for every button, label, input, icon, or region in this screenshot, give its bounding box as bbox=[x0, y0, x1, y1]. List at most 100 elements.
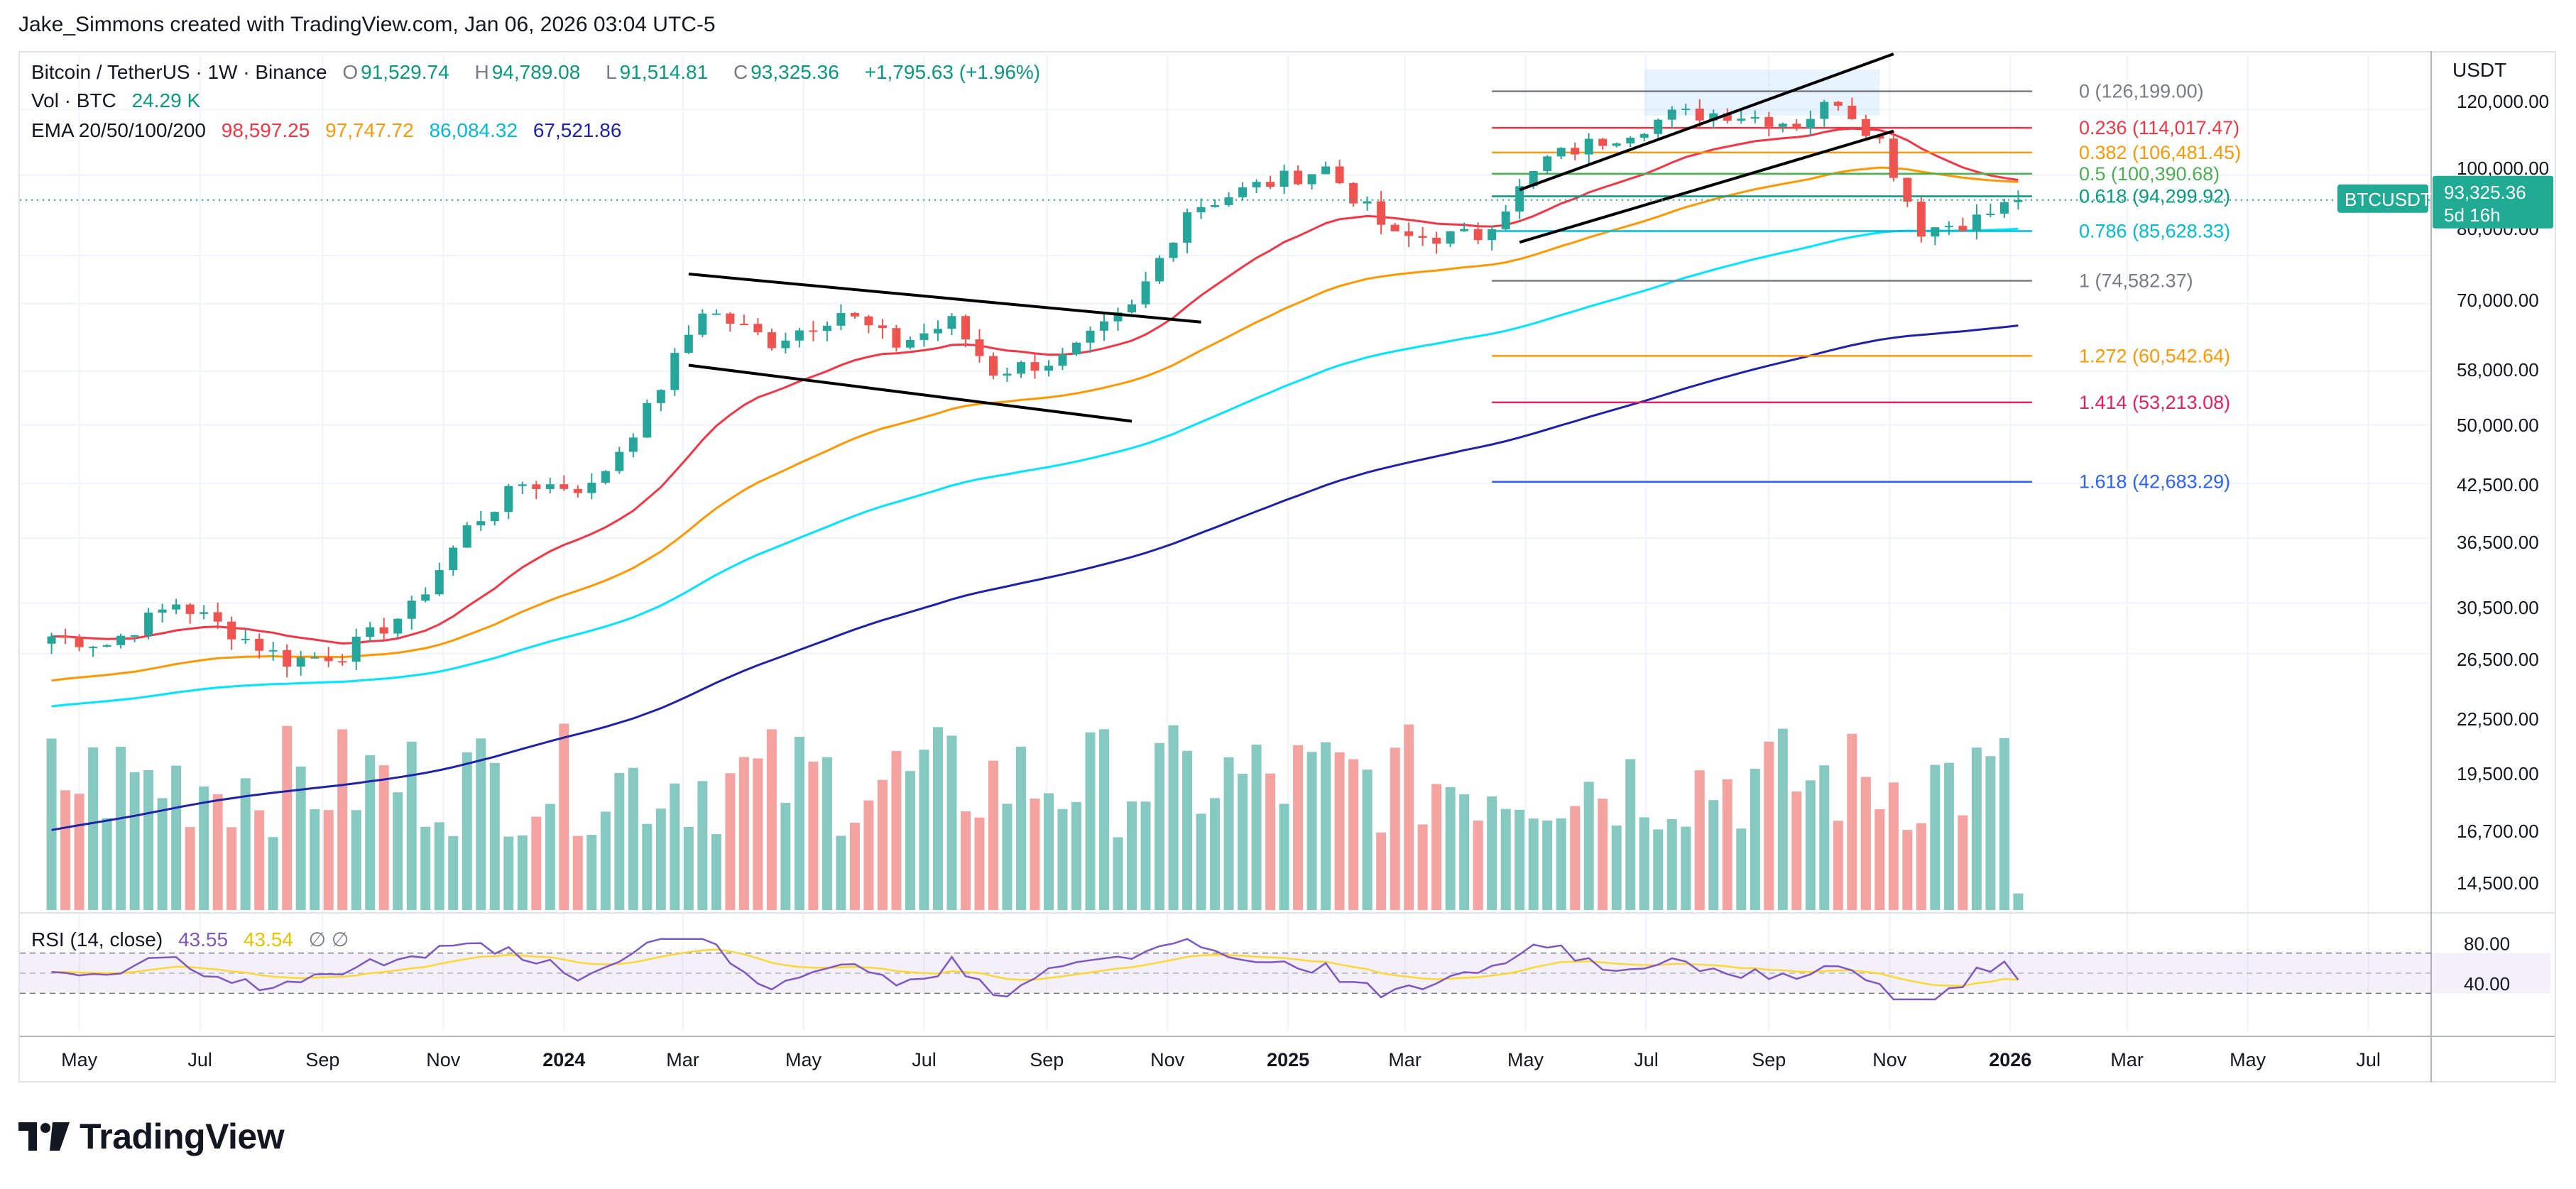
candle-body bbox=[1556, 148, 1566, 157]
candle-body bbox=[1266, 182, 1275, 187]
volume-bar bbox=[1570, 806, 1581, 910]
fib-label-1.272: 1.272 (60,542.64) bbox=[2079, 345, 2230, 366]
volume-bar bbox=[1764, 741, 1774, 910]
candle-body bbox=[905, 339, 915, 348]
volume-bar bbox=[891, 750, 902, 910]
candle-body bbox=[1584, 138, 1593, 155]
candle-body bbox=[1003, 373, 1012, 376]
fib-label-1: 1 (74,582.37) bbox=[2079, 270, 2193, 292]
candle-body bbox=[1488, 229, 1497, 241]
fib-label-0.236: 0.236 (114,017.47) bbox=[2079, 117, 2239, 138]
volume-bar bbox=[1791, 791, 1802, 910]
symbol-name[interactable]: Bitcoin / TetherUS · 1W · Binance bbox=[31, 61, 327, 83]
volume-bar bbox=[143, 770, 154, 910]
volume-bar bbox=[1431, 784, 1442, 910]
candle-body bbox=[324, 657, 333, 662]
price-axis-label: 16,700.00 bbox=[2457, 821, 2539, 842]
volume-bar bbox=[1487, 796, 1497, 910]
volume-bar bbox=[586, 835, 597, 910]
time-axis-label: 2025 bbox=[1267, 1049, 1309, 1070]
price-axis-label: 19,500.00 bbox=[2457, 763, 2539, 784]
ema-label[interactable]: EMA 20/50/100/200 bbox=[31, 119, 206, 141]
volume-bar bbox=[1196, 813, 1206, 910]
candle-body bbox=[1404, 231, 1414, 236]
candle-body bbox=[1598, 138, 1608, 146]
volume-bar bbox=[116, 746, 126, 910]
candle-body bbox=[61, 636, 70, 638]
volume-bar bbox=[88, 747, 99, 910]
volume-bar bbox=[1238, 774, 1248, 910]
candle-body bbox=[116, 635, 126, 645]
price-axis-label: 26,500.00 bbox=[2457, 649, 2539, 670]
time-axis-label: Nov bbox=[426, 1049, 461, 1070]
volume-bar bbox=[877, 779, 888, 910]
volume-bar bbox=[932, 727, 943, 910]
fib-label-0.382: 0.382 (106,481.45) bbox=[2079, 142, 2241, 163]
candle-body bbox=[1460, 229, 1469, 231]
volume-bar bbox=[1140, 801, 1151, 910]
candle-body bbox=[1086, 330, 1095, 343]
volume-bar bbox=[559, 723, 569, 910]
volume-bar bbox=[337, 729, 348, 910]
candle-body bbox=[172, 604, 181, 610]
trendline-channel-upper bbox=[1519, 53, 1894, 192]
candle-body bbox=[933, 329, 942, 334]
time-axis-label: May bbox=[2230, 1049, 2266, 1070]
volume-bar bbox=[919, 749, 929, 910]
candle-body bbox=[1972, 214, 1981, 231]
symbol-tag bbox=[2337, 184, 2428, 213]
volume-bar bbox=[129, 772, 140, 910]
candle-body bbox=[1889, 138, 1898, 178]
volume-bar bbox=[1362, 769, 1372, 910]
volume-bar bbox=[1943, 762, 1954, 910]
ema-legend: EMA 20/50/100/200 98,597.25 97,747.72 86… bbox=[31, 119, 631, 142]
volume-bar bbox=[808, 761, 819, 910]
time-axis-label: Nov bbox=[1872, 1049, 1907, 1070]
volume-bar bbox=[614, 772, 625, 910]
candle-body bbox=[1100, 321, 1109, 331]
rsi-label[interactable]: RSI (14, close) bbox=[31, 928, 163, 950]
candle-body bbox=[1695, 109, 1704, 121]
fib-label-0.5: 0.5 (100,390.68) bbox=[2079, 163, 2220, 185]
volume-bar bbox=[74, 794, 84, 910]
volume-bar bbox=[1321, 742, 1331, 910]
price-axis-label: 58,000.00 bbox=[2457, 359, 2539, 380]
volume-bar bbox=[1279, 804, 1289, 910]
rsi-extra-values: ∅ ∅ bbox=[308, 928, 349, 950]
candle-body bbox=[185, 604, 195, 614]
volume-bar bbox=[1376, 832, 1387, 910]
price-axis-label: 70,000.00 bbox=[2457, 290, 2539, 311]
volume-bar bbox=[642, 823, 653, 910]
candle-body bbox=[1723, 113, 1732, 121]
candle-body bbox=[462, 525, 471, 548]
candle-body bbox=[407, 601, 416, 619]
candle-body bbox=[1211, 204, 1220, 207]
candle-body bbox=[1294, 170, 1303, 185]
candle-body bbox=[1709, 113, 1718, 121]
volume-bar bbox=[1750, 768, 1760, 910]
volume-bar bbox=[1155, 743, 1165, 910]
volume-bar bbox=[1694, 770, 1705, 910]
tradingview-logo[interactable]: TradingView bbox=[18, 1116, 285, 1157]
candle-body bbox=[947, 316, 956, 329]
time-axis-label: May bbox=[785, 1049, 822, 1070]
candle-body bbox=[864, 316, 873, 326]
candle-body bbox=[1778, 124, 1787, 127]
high-label: H bbox=[474, 61, 489, 83]
volume-bar bbox=[1348, 759, 1359, 910]
rsi-ma-value: 43.54 bbox=[243, 928, 293, 950]
time-axis-label: May bbox=[61, 1049, 98, 1070]
chart-frame bbox=[18, 51, 2556, 1083]
volume-bar bbox=[1168, 725, 1179, 910]
volume-label[interactable]: Vol · BTC bbox=[31, 89, 116, 111]
candle-body bbox=[628, 437, 638, 452]
candle-body bbox=[767, 332, 776, 349]
time-axis-label: Jul bbox=[187, 1049, 212, 1070]
volume-bar bbox=[462, 752, 472, 910]
volume-bar bbox=[1071, 801, 1082, 910]
candle-body bbox=[643, 402, 652, 438]
volume-bar bbox=[1874, 809, 1885, 910]
candle-body bbox=[560, 484, 569, 489]
volume-bar bbox=[974, 817, 985, 910]
